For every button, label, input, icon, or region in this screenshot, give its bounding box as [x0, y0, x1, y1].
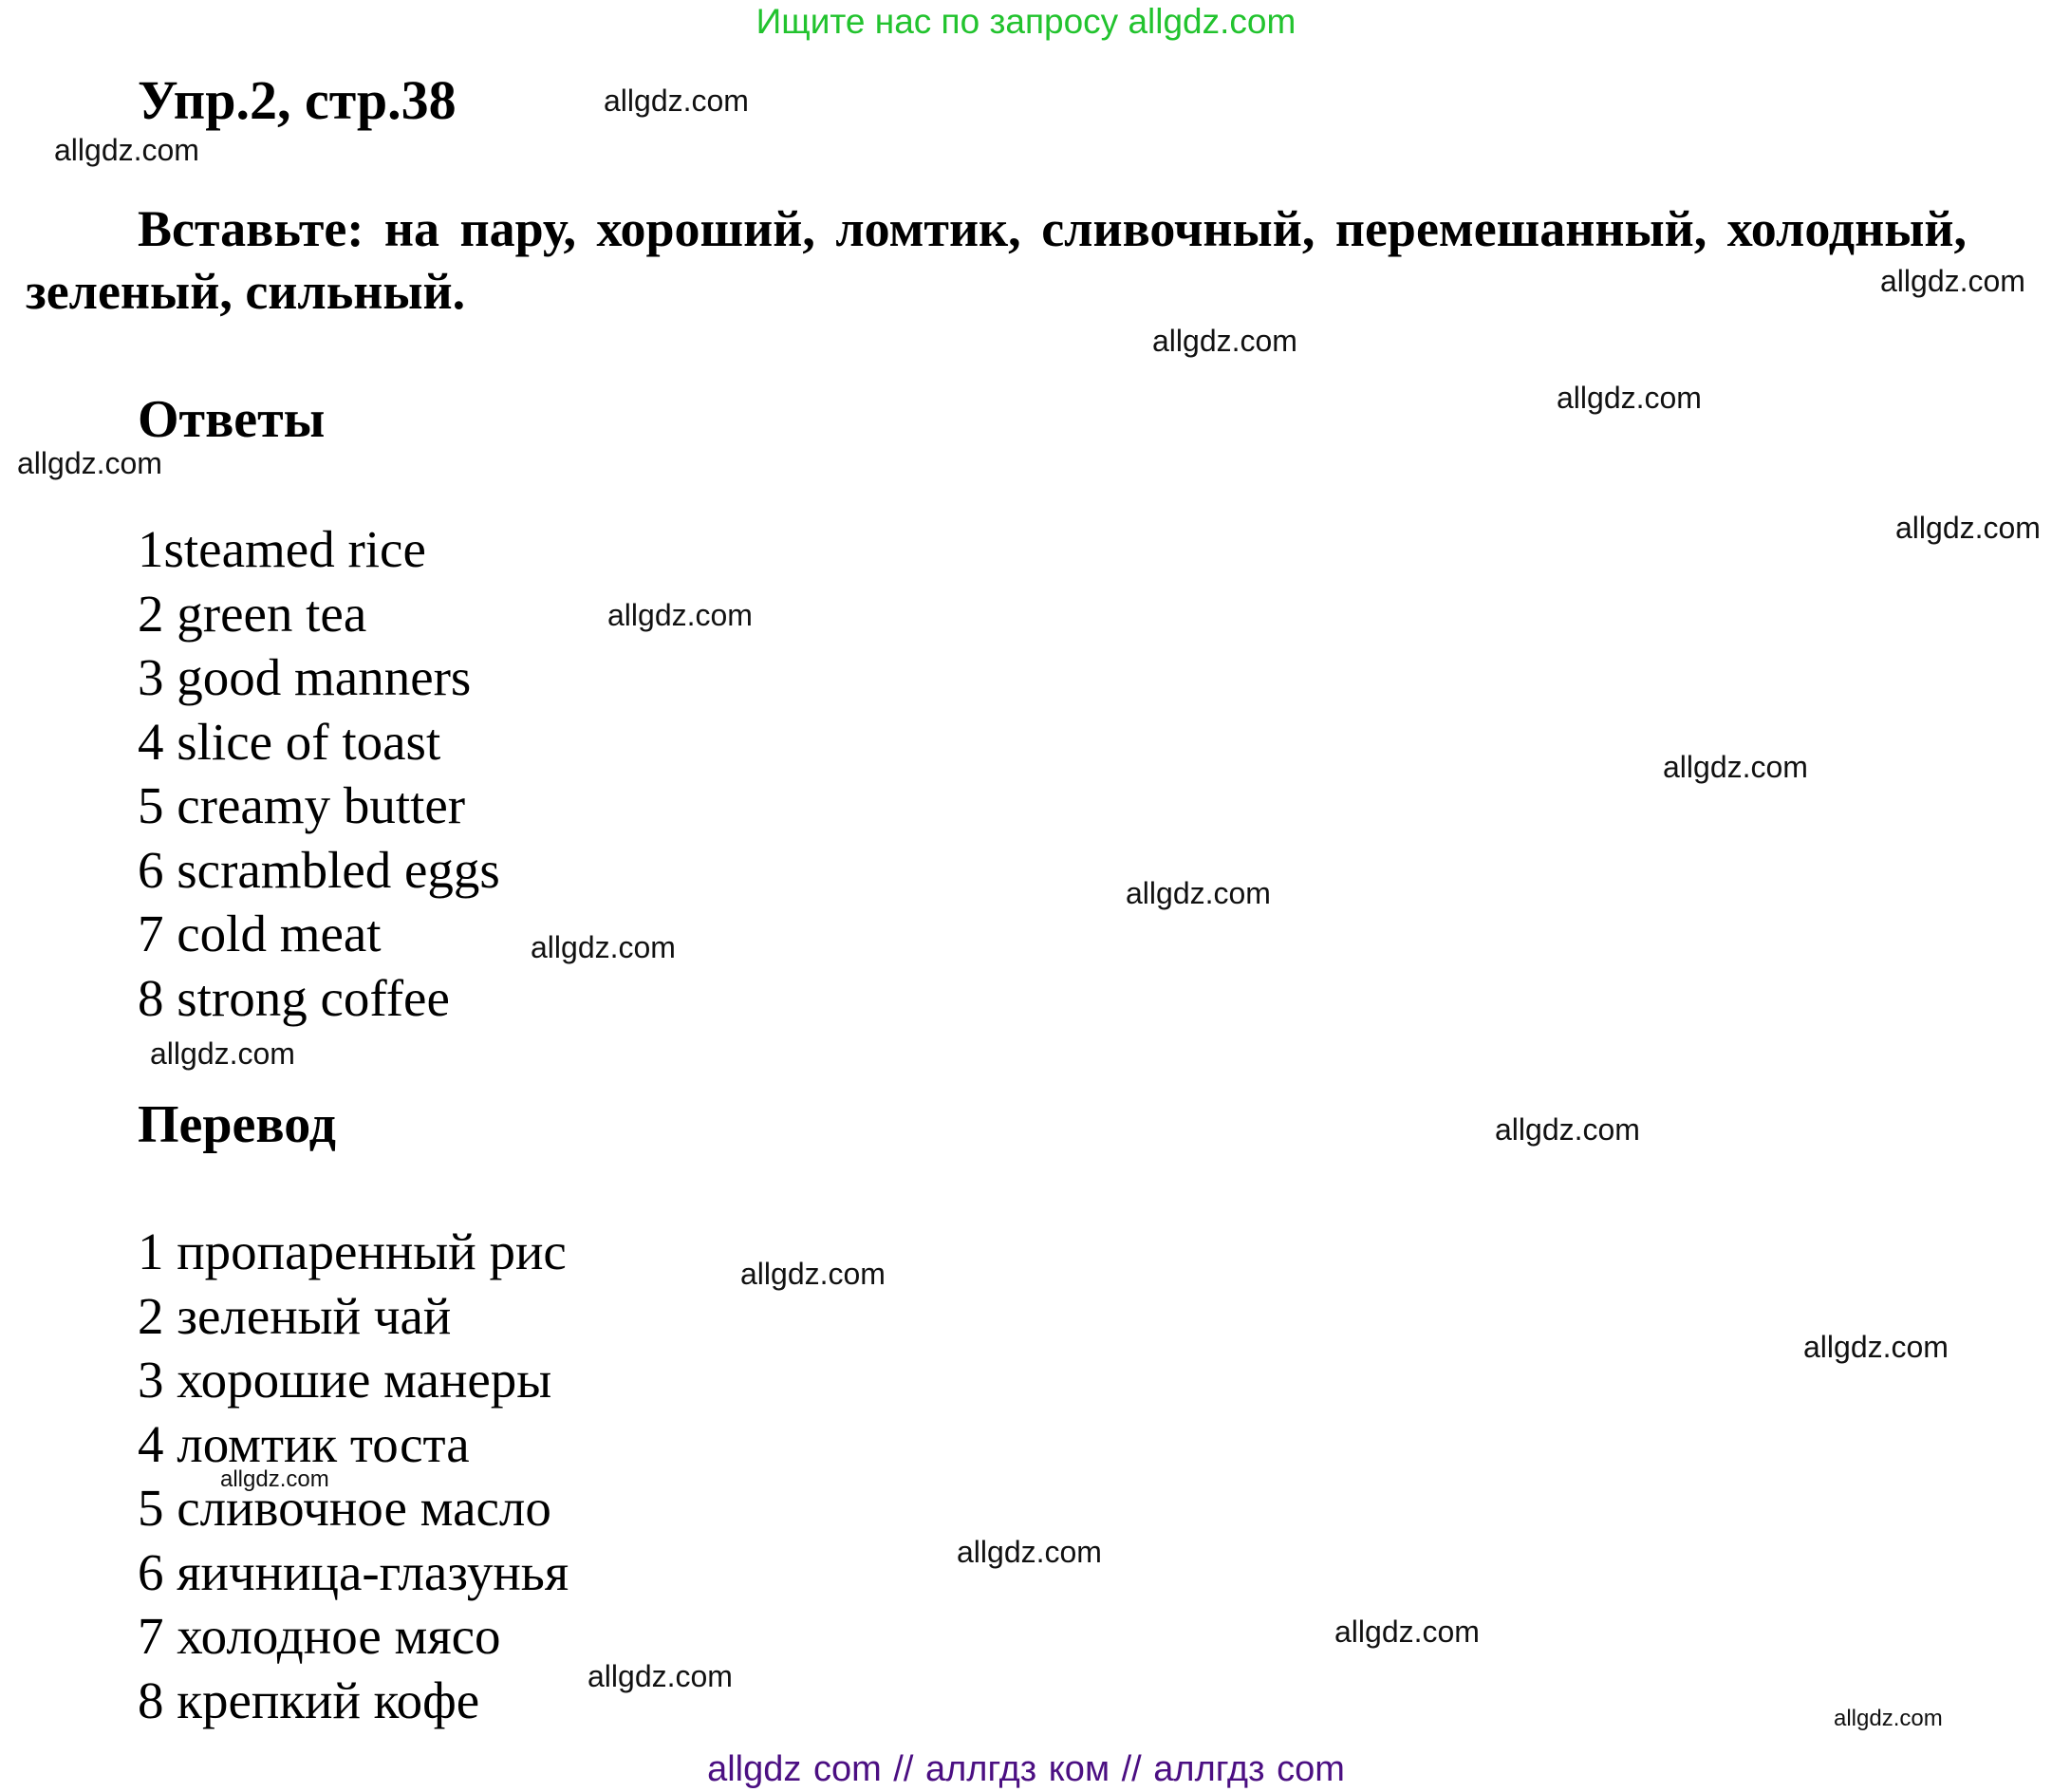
list-item: 6 scrambled eggs [138, 840, 500, 899]
list-item: 8 крепкий кофе [138, 1671, 480, 1729]
watermark: allgdz.com [150, 1036, 295, 1071]
watermark: allgdz.com [1152, 324, 1297, 358]
watermark: allgdz.com [1334, 1615, 1480, 1649]
list-item: 4 ломтик тоста [138, 1414, 470, 1473]
page-title: Упр.2, стр.38 [138, 69, 457, 131]
list-item: 1steamed rice [138, 520, 426, 578]
watermark: allgdz.com [1895, 511, 2041, 545]
list-item: 2 green tea [138, 584, 367, 643]
translation-list: 1 пропаренный рис 2 зеленый чай 3 хороши… [138, 1220, 569, 1732]
search-banner: Ищите нас по запросу allgdz.com [756, 2, 1296, 41]
list-item: 4 slice of toast [138, 712, 441, 771]
watermark: allgdz.com [54, 133, 199, 167]
list-item: 5 creamy butter [138, 776, 466, 834]
translation-heading: Перевод [138, 1095, 336, 1154]
watermark: allgdz.com [588, 1659, 733, 1693]
answers-list: 1steamed rice 2 green tea 3 good manners… [138, 517, 500, 1030]
watermark: allgdz.com [607, 598, 753, 632]
watermark: allgdz.com [1803, 1330, 1949, 1364]
list-item: 3 хорошие манеры [138, 1351, 552, 1409]
watermark: allgdz.com [1880, 264, 2025, 298]
list-item: 7 холодное мясо [138, 1607, 501, 1665]
watermark: allgdz.com [531, 930, 676, 964]
exercise-instruction: Вставьте: на пару, хороший, ломтик, слив… [26, 200, 1967, 320]
list-item: 5 сливочное масло [138, 1479, 551, 1537]
watermark: allgdz.com [1126, 876, 1271, 910]
list-item: 2 зеленый чай [138, 1286, 452, 1345]
list-item: 6 яичница-глазунья [138, 1542, 569, 1601]
watermark: allgdz.com [1495, 1112, 1640, 1147]
watermark: allgdz.com [604, 84, 749, 118]
answers-heading: Ответы [138, 390, 326, 449]
list-item: 1 пропаренный рис [138, 1223, 567, 1280]
watermark: allgdz.com [740, 1257, 886, 1291]
watermark: allgdz.com [957, 1535, 1102, 1569]
watermark: allgdz.com [1557, 381, 1702, 415]
list-item: 8 strong coffee [138, 968, 450, 1027]
watermark: allgdz.com [220, 1466, 329, 1492]
list-item: 7 cold meat [138, 905, 382, 962]
watermark: allgdz.com [1663, 750, 1808, 784]
watermark: allgdz.com [1834, 1706, 1943, 1731]
list-item: 3 good manners [138, 648, 472, 706]
watermark: allgdz.com [17, 446, 162, 480]
footer-links: allgdz com // аллгдз ком // аллгдз com [707, 1749, 1345, 1789]
